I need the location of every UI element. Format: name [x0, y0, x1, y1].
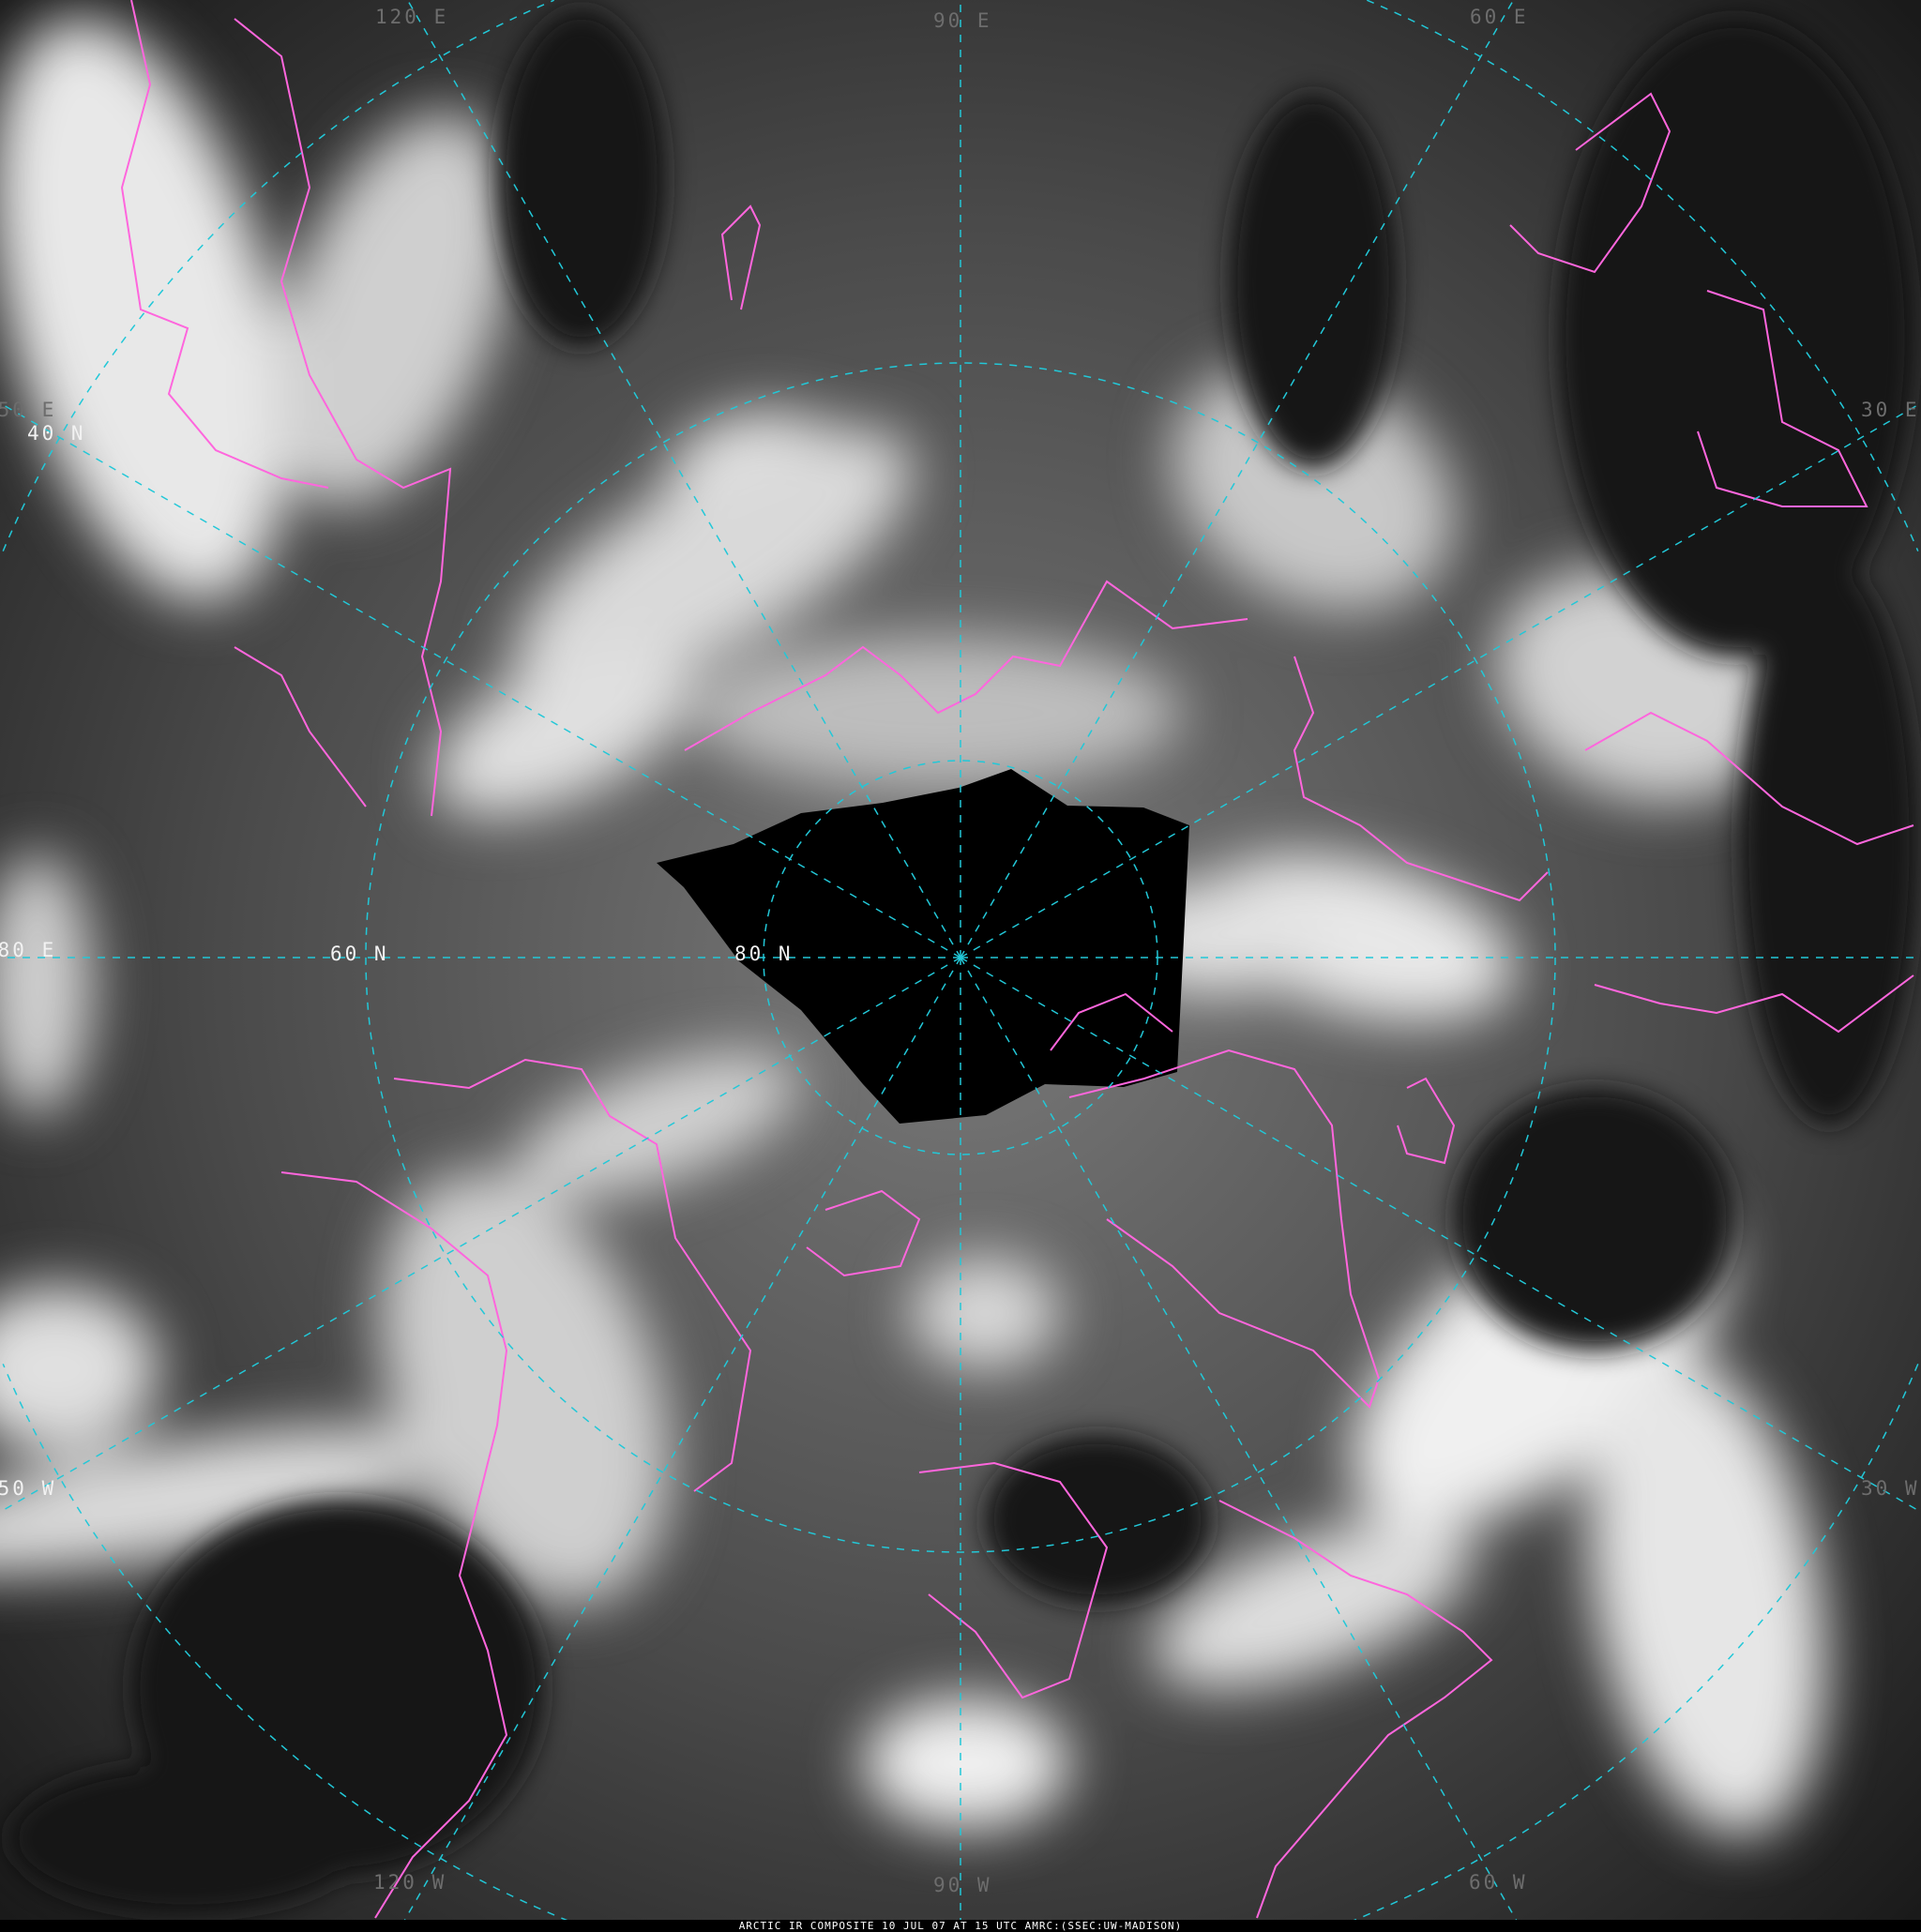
coastline — [1509, 92, 1671, 274]
coastline — [1397, 1077, 1456, 1165]
cloud — [1588, 1353, 1826, 1835]
label-120e: 120 E — [375, 6, 449, 28]
label-60e: 60 E — [1470, 6, 1529, 28]
label-80n: 80 N — [734, 943, 794, 965]
label-60n: 60 N — [330, 943, 389, 965]
cloud — [1172, 364, 1455, 611]
cloud — [379, 1171, 672, 1605]
clear-area — [1454, 1088, 1735, 1351]
coastline — [234, 18, 452, 817]
meridian-line — [960, 957, 1921, 1513]
meridian-line — [397, 957, 961, 1932]
meridian-line — [406, 0, 961, 958]
label-90w: 90 W — [933, 1874, 992, 1896]
meridian-line — [960, 957, 1524, 1932]
clear-area — [9, 1763, 366, 1913]
meridian-line — [0, 957, 961, 1513]
coastline — [120, 0, 329, 489]
label-90e: 90 E — [933, 9, 992, 32]
label-40n: 40 N — [27, 422, 86, 445]
label-120w: 120 W — [373, 1871, 447, 1894]
coastline — [234, 646, 367, 808]
clear-area — [1740, 563, 1918, 1125]
coastline — [280, 1171, 508, 1919]
coastline — [1068, 1049, 1381, 1409]
cloud — [514, 1051, 799, 1200]
clear-area — [1229, 94, 1398, 469]
meridian-line — [960, 402, 1921, 958]
coastline — [684, 580, 1248, 751]
cloud — [910, 1257, 1060, 1369]
label-60w: 60 W — [1469, 1871, 1528, 1894]
label-150e: 150 E — [0, 399, 57, 421]
cloud — [0, 853, 94, 1116]
label-30e: 30 E — [1861, 399, 1920, 421]
label-30w: 30 W — [1861, 1477, 1920, 1500]
coastline — [1584, 711, 1914, 846]
image-caption: ARCTIC IR COMPOSITE 10 JUL 07 AT 15 UTC … — [0, 1920, 1921, 1932]
coastline — [1697, 290, 1868, 507]
latitude-60n — [365, 362, 1556, 1553]
coastline — [1218, 1500, 1493, 1919]
cloud — [0, 1285, 159, 1454]
cloud — [513, 428, 913, 698]
clear-sky-areas — [9, 9, 1918, 1913]
cloud — [863, 1698, 1069, 1829]
coastlines — [120, 0, 1914, 1919]
cloud — [1153, 1518, 1474, 1689]
cloud — [0, 1426, 446, 1575]
clear-area — [1557, 19, 1913, 657]
coastline — [918, 1461, 1109, 1699]
meridian-line — [0, 402, 961, 958]
clear-area — [497, 9, 666, 347]
coastline — [1293, 656, 1549, 902]
polar-no-data-region — [657, 769, 1189, 1124]
cloud — [274, 112, 514, 507]
label-180e: 180 E — [0, 939, 57, 961]
cloud — [431, 647, 694, 816]
coastline — [1050, 992, 1173, 1051]
coastline — [393, 1058, 752, 1492]
coastline — [720, 204, 762, 310]
coastline — [1594, 974, 1914, 1034]
coastline — [806, 1189, 921, 1277]
label-150w: 150 W — [0, 1477, 57, 1500]
meridian-line — [960, 0, 1515, 958]
